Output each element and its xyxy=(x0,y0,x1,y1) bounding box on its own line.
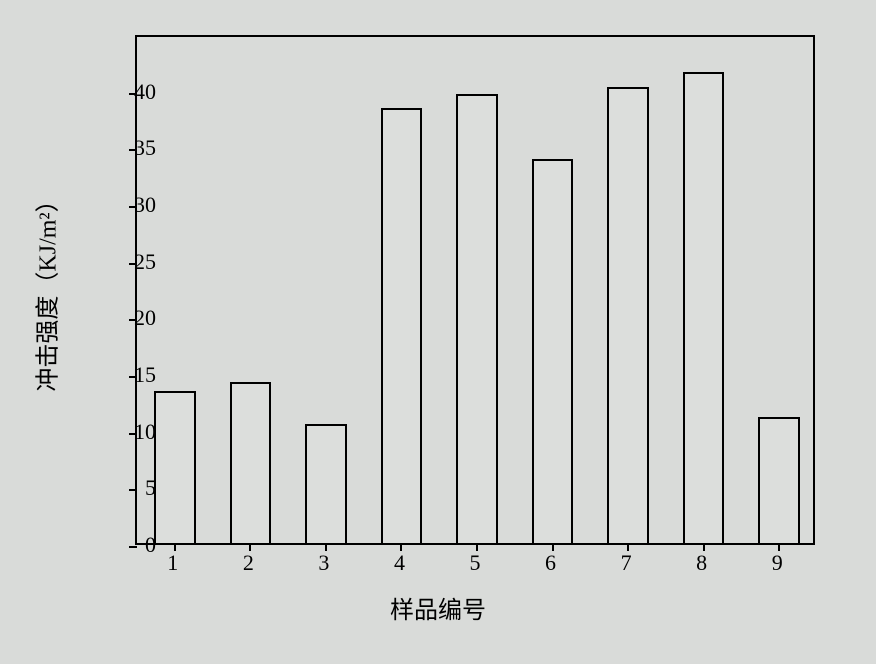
y-tick-label: 30 xyxy=(96,192,156,218)
y-tick-label: 25 xyxy=(96,249,156,275)
y-tick-label: 0 xyxy=(96,532,156,558)
x-tick-label: 9 xyxy=(772,550,783,576)
x-tick-label: 3 xyxy=(318,550,329,576)
bar xyxy=(456,94,498,543)
x-tick-label: 1 xyxy=(167,550,178,576)
y-axis-title: 冲击强度（KJ/m²） xyxy=(28,188,63,391)
bar xyxy=(154,391,196,543)
bar xyxy=(758,417,800,543)
bar xyxy=(381,108,423,543)
y-tick-label: 15 xyxy=(96,362,156,388)
y-tick-label: 10 xyxy=(96,419,156,445)
bar xyxy=(683,72,725,543)
bar xyxy=(607,87,649,543)
x-tick-label: 8 xyxy=(696,550,707,576)
y-tick-label: 40 xyxy=(96,79,156,105)
x-tick-label: 5 xyxy=(470,550,481,576)
x-tick-label: 6 xyxy=(545,550,556,576)
bar xyxy=(305,424,347,543)
y-tick-label: 5 xyxy=(96,475,156,501)
x-tick-label: 7 xyxy=(621,550,632,576)
y-tick-label: 20 xyxy=(96,305,156,331)
x-tick-label: 2 xyxy=(243,550,254,576)
plot-area xyxy=(135,35,815,545)
bar xyxy=(532,159,574,543)
x-tick-label: 4 xyxy=(394,550,405,576)
y-tick-label: 35 xyxy=(96,135,156,161)
chart-container: 冲击强度（KJ/m²） 样品编号 0 5 10 15 20 25 30 35 40 1 2 3 4 5 6 7… xyxy=(30,20,846,640)
x-axis-title: 样品编号 xyxy=(30,590,846,625)
bar xyxy=(230,382,272,543)
